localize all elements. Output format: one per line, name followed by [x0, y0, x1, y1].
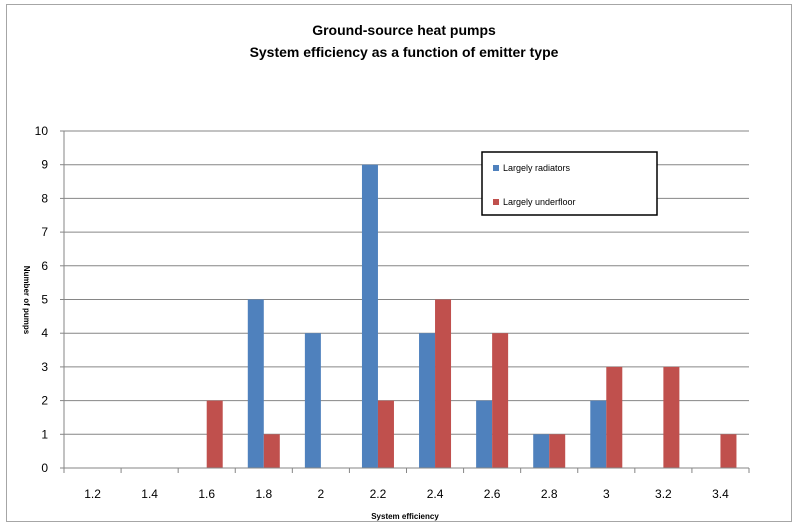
bar-largely-underfloor	[606, 366, 623, 468]
bar-largely-radiators	[247, 299, 264, 468]
chart-title-line-1: Ground-source heat pumps	[312, 22, 496, 38]
legend-label-largely-radiators: Largely radiators	[503, 163, 571, 173]
y-tick-label: 6	[41, 259, 48, 273]
legend-label-largely-underfloor: Largely underfloor	[503, 197, 576, 207]
bars	[206, 164, 737, 468]
x-tick-label: 2.2	[370, 487, 387, 501]
y-axis-title: Number of pumps	[22, 266, 31, 335]
bar-largely-radiators	[304, 333, 321, 468]
x-tick-label: 3.4	[712, 487, 729, 501]
chart-title-line-2: System efficiency as a function of emitt…	[249, 44, 559, 60]
y-tick-label: 5	[41, 293, 48, 307]
chart-area	[6, 4, 792, 522]
x-tick-label: 1.4	[141, 487, 158, 501]
y-tick-label: 0	[41, 461, 48, 475]
bar-largely-radiators	[590, 400, 607, 468]
bar-largely-underfloor	[435, 299, 452, 468]
x-axis-title: System efficiency	[371, 512, 439, 521]
x-tick-label: 3	[603, 487, 610, 501]
legend-swatch-largely-underfloor	[493, 199, 499, 205]
bar-largely-radiators	[361, 164, 378, 468]
bar-largely-underfloor	[206, 400, 223, 468]
x-tick-label: 2.4	[427, 487, 444, 501]
legend-swatch-largely-radiators	[493, 165, 499, 171]
bar-largely-underfloor	[720, 434, 737, 468]
legend: Largely radiators Largely underfloor	[481, 151, 658, 216]
y-tick-label: 1	[41, 427, 48, 441]
x-tick-labels: 1.2 1.4 1.6 1.8 2 2.2 2.4 2.6 2.8 3 3.2 3.4	[84, 487, 729, 501]
x-tick-label: 2	[318, 487, 325, 501]
y-tick-label: 3	[41, 360, 48, 374]
bar-largely-underfloor	[663, 366, 680, 468]
bar-largely-underfloor	[549, 434, 566, 468]
bar-largely-radiators	[533, 434, 550, 468]
x-tick-label: 2.8	[541, 487, 558, 501]
y-tick-label: 7	[41, 225, 48, 239]
y-tick-label: 10	[35, 124, 49, 138]
bar-largely-radiators	[476, 400, 493, 468]
bar-largely-underfloor	[492, 333, 509, 468]
y-tick-label: 8	[41, 191, 48, 205]
bar-largely-radiators	[419, 333, 436, 468]
x-tick-label: 1.2	[84, 487, 101, 501]
x-tick-label: 1.8	[255, 487, 272, 501]
x-tick-label: 3.2	[655, 487, 672, 501]
legend-box	[481, 151, 658, 216]
bar-largely-underfloor	[263, 434, 280, 468]
axes	[60, 130, 750, 473]
y-tick-label: 9	[41, 158, 48, 172]
y-tick-label: 4	[41, 326, 48, 340]
bar-largely-underfloor	[377, 400, 394, 468]
x-tick-label: 2.6	[484, 487, 501, 501]
y-tick-label: 2	[41, 394, 48, 408]
x-tick-label: 1.6	[198, 487, 215, 501]
y-tick-labels: 0 1 2 3 4 5 6 7 8 9 10	[35, 124, 49, 475]
